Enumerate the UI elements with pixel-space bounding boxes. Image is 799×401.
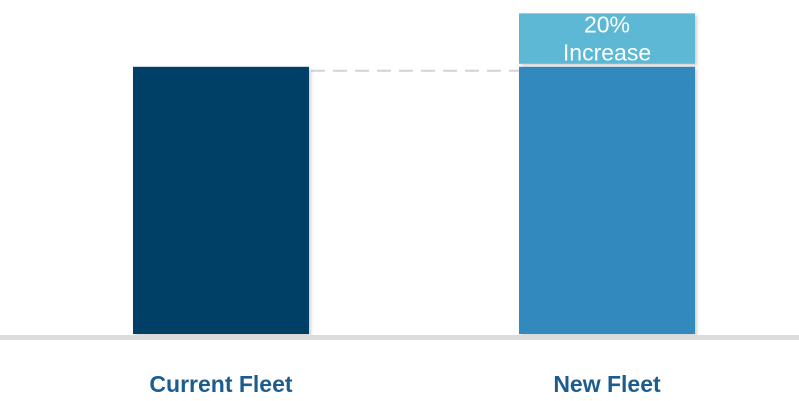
- bar-new-fleet: [519, 66, 695, 335]
- category-label-current-fleet: Current Fleet: [149, 371, 292, 397]
- x-axis-baseline: [0, 335, 799, 340]
- bar-current-fleet: [133, 66, 309, 335]
- increase-label-percent: 20%: [584, 12, 630, 38]
- category-label-new-fleet: New Fleet: [553, 371, 661, 397]
- bar-increase-segment: [519, 13, 695, 64]
- increase-label-text: Increase: [563, 40, 651, 66]
